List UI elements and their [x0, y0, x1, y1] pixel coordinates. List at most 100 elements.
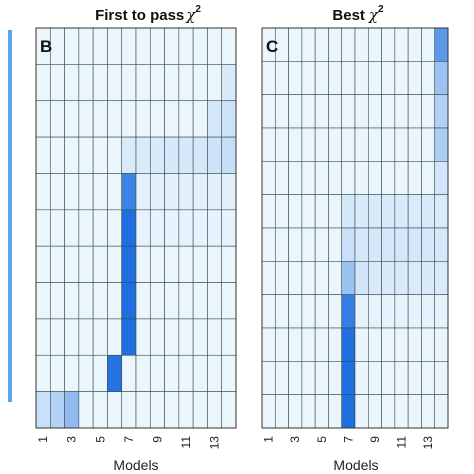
panel-c-cell-r0-c10	[381, 27, 396, 62]
panel-b-cell-r10-c4	[78, 391, 94, 429]
panel-c-cell-r7-c5	[314, 261, 329, 295]
panel-c-cell-r0-c14	[434, 27, 449, 62]
panel-c-cell-r11-c8	[354, 394, 369, 429]
panel-c-cell-r11-c4	[301, 394, 316, 429]
panel-b-cell-r2-c5	[92, 100, 108, 138]
panel-c-cell-r6-c3	[288, 227, 303, 262]
panel-b-cell-r8-c3	[64, 318, 80, 356]
panel-c-cell-r3-c3	[288, 127, 303, 162]
panel-c-cell-r8-c12	[407, 294, 422, 329]
panel-c-cell-r5-c11	[394, 194, 409, 229]
panel-b-cell-r10-c6	[107, 391, 123, 429]
panel-b-cell-r8-c10	[164, 318, 180, 356]
panel-c-cell-r8-c13	[421, 294, 436, 329]
panel-b-cell-r3-c3	[64, 136, 80, 174]
panel-b-cell-r2-c6	[107, 100, 123, 138]
panel-c-cell-r1-c4	[301, 61, 316, 95]
panel-c-cell-r9-c3	[288, 327, 303, 362]
panel-b-cell-r3-c11	[178, 136, 194, 174]
panel-c-cell-r9-c4	[301, 327, 316, 362]
panel-b-cell-r4-c9	[149, 173, 165, 211]
panel-c-cell-r10-c6	[328, 361, 343, 395]
panel-b-x-tick-label: 7	[122, 436, 136, 443]
panel-c-cell-r8-c5	[314, 294, 329, 329]
panel-b-x-tick-label: 13	[208, 436, 222, 450]
panel-c-cell-r9-c12	[407, 327, 422, 362]
panel-b-cell-r2-c1	[35, 100, 51, 138]
panel-b-cell-r9-c2	[49, 354, 65, 392]
panel-c-cell-r0-c11	[394, 27, 409, 62]
panel-c-cell-r3-c9	[367, 127, 382, 162]
panel-c-title-sup: 2	[378, 4, 384, 15]
panel-b-cell-r7-c10	[164, 282, 180, 320]
panel-b-cell-r1-c2	[49, 64, 65, 102]
panel-b-cell-r0-c11	[178, 27, 194, 65]
panel-b-cell-r10-c1	[35, 391, 51, 429]
panel-c-cell-r3-c10	[381, 127, 396, 162]
panel-c-cell-r1-c1	[261, 61, 276, 95]
panel-c-cell-r6-c2	[274, 227, 289, 262]
panel-b-cell-r3-c6	[107, 136, 123, 174]
panel-b-cell-r5-c13	[207, 209, 223, 247]
panel-c-cell-r1-c13	[421, 61, 436, 95]
panel-b-cell-r3-c13	[207, 136, 223, 174]
panel-c-cell-r7-c3	[288, 261, 303, 295]
panel-c-cell-r9-c10	[381, 327, 396, 362]
panel-b-cell-r9-c8	[135, 354, 151, 392]
panel-c-cell-r9-c11	[394, 327, 409, 362]
panel-c-cell-r2-c3	[288, 94, 303, 129]
panel-b-cell-r10-c3	[64, 391, 80, 429]
panel-b-cell-r4-c7	[121, 173, 137, 211]
panel-c-cell-r4-c3	[288, 161, 303, 195]
panel-b-cell-r5-c8	[135, 209, 151, 247]
panel-c-x-tick-label: 7	[341, 436, 355, 443]
panel-b-cell-r5-c11	[178, 209, 194, 247]
panel-b-letter: B	[40, 37, 52, 56]
panel-c-cell-r4-c5	[314, 161, 329, 195]
panel-b-cell-r10-c7	[121, 391, 137, 429]
panel-c-cell-r11-c2	[274, 394, 289, 429]
panel-b-cell-r4-c12	[192, 173, 208, 211]
panel-c-cell-r11-c9	[367, 394, 382, 429]
panel-b-cell-r7-c1	[35, 282, 51, 320]
panel-c-cell-r5-c2	[274, 194, 289, 229]
panel-c-cell-r7-c9	[367, 261, 382, 295]
panel-c-cell-r4-c7	[341, 161, 356, 195]
panel-b-cell-r7-c11	[178, 282, 194, 320]
panel-c-cell-r0-c4	[301, 27, 316, 62]
panel-c-cell-r8-c4	[301, 294, 316, 329]
panel-c-cell-r4-c10	[381, 161, 396, 195]
panel-b-cell-r6-c1	[35, 245, 51, 283]
panel-c-cell-r10-c10	[381, 361, 396, 395]
panel-c-cell-r9-c13	[421, 327, 436, 362]
panel-c-cell-r5-c9	[367, 194, 382, 229]
panel-b-cell-r4-c11	[178, 173, 194, 211]
panel-c-cell-r0-c6	[328, 27, 343, 62]
panel-c-cell-r8-c3	[288, 294, 303, 329]
panel-c-title-text: Best	[332, 7, 365, 24]
panel-c-cell-r4-c12	[407, 161, 422, 195]
panel-b-cell-r6-c13	[207, 245, 223, 283]
panel-c-cell-r2-c1	[261, 94, 276, 129]
panel-b-cell-r9-c3	[64, 354, 80, 392]
panel-c-cell-r4-c11	[394, 161, 409, 195]
panel-c-x-tick-label: 3	[288, 436, 302, 443]
panel-b-x-tick-label: 1	[36, 436, 50, 443]
panel-c-cell-r2-c12	[407, 94, 422, 129]
panel-c-cell-r0-c12	[407, 27, 422, 62]
panel-b-cell-r6-c4	[78, 245, 94, 283]
panel-b-cell-r8-c14	[221, 318, 237, 356]
panel-c-cell-r2-c5	[314, 94, 329, 129]
panel-b-cell-r4-c4	[78, 173, 94, 211]
panel-c-cell-r8-c6	[328, 294, 343, 329]
panel-c-cell-r5-c5	[314, 194, 329, 229]
panel-b-cell-r9-c6	[107, 354, 123, 392]
panel-c-cell-r5-c13	[421, 194, 436, 229]
panel-c-x-axis-label: Models	[333, 457, 378, 473]
panel-c-cell-r2-c9	[367, 94, 382, 129]
panel-c-cell-r3-c7	[341, 127, 356, 162]
panel-c-cell-r10-c3	[288, 361, 303, 395]
panel-c-cell-r7-c14	[434, 261, 449, 295]
panel-b-cell-r9-c10	[164, 354, 180, 392]
panel-b-cell-r6-c6	[107, 245, 123, 283]
